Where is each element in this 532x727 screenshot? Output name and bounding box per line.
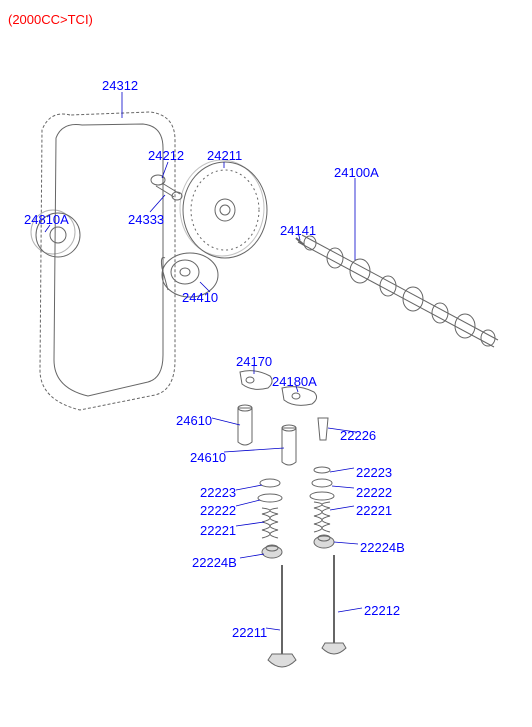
part-label: 24100A [334,165,379,180]
part-label: 24170 [236,354,272,369]
retainer-l-shape [258,479,282,502]
part-label: 22221 [200,523,236,538]
part-label: 22223 [200,485,236,500]
part-label: 22224B [192,555,237,570]
part-label: 24180A [272,374,317,389]
rocker-ex-shape [282,387,317,406]
part-label: 24410 [182,290,218,305]
cam-sprocket-shape [180,160,267,258]
part-label: 22224B [360,540,405,555]
part-label: 22223 [356,465,392,480]
part-label: 22211 [232,625,267,640]
part-label: 24333 [128,212,164,227]
camshaft-shape [298,235,498,347]
hla-left-shape [238,405,252,445]
part-label: 24810A [24,212,69,227]
seal-l-shape [262,545,282,558]
part-label: 22226 [340,428,376,443]
leader-lines [45,92,362,630]
valve-in-shape [268,565,296,667]
part-label: 24212 [148,148,184,163]
spring-r-shape [314,502,330,532]
part-label: 22221 [356,503,392,518]
part-label: 22222 [200,503,236,518]
part-label: 24610 [176,413,212,428]
part-label: 24312 [102,78,138,93]
part-label: 24211 [207,148,242,163]
spring-l-shape [262,508,278,538]
valve-ex-shape [322,555,346,654]
part-label: 22212 [364,603,400,618]
seal-r-shape [314,535,334,548]
bolt-shape [151,175,182,200]
part-label: 24610 [190,450,226,465]
hla-right-shape [282,425,296,465]
part-label: 22222 [356,485,392,500]
part-label: 24141 [280,223,316,238]
rocker-in-shape [240,371,272,390]
tip-shape [318,418,328,440]
